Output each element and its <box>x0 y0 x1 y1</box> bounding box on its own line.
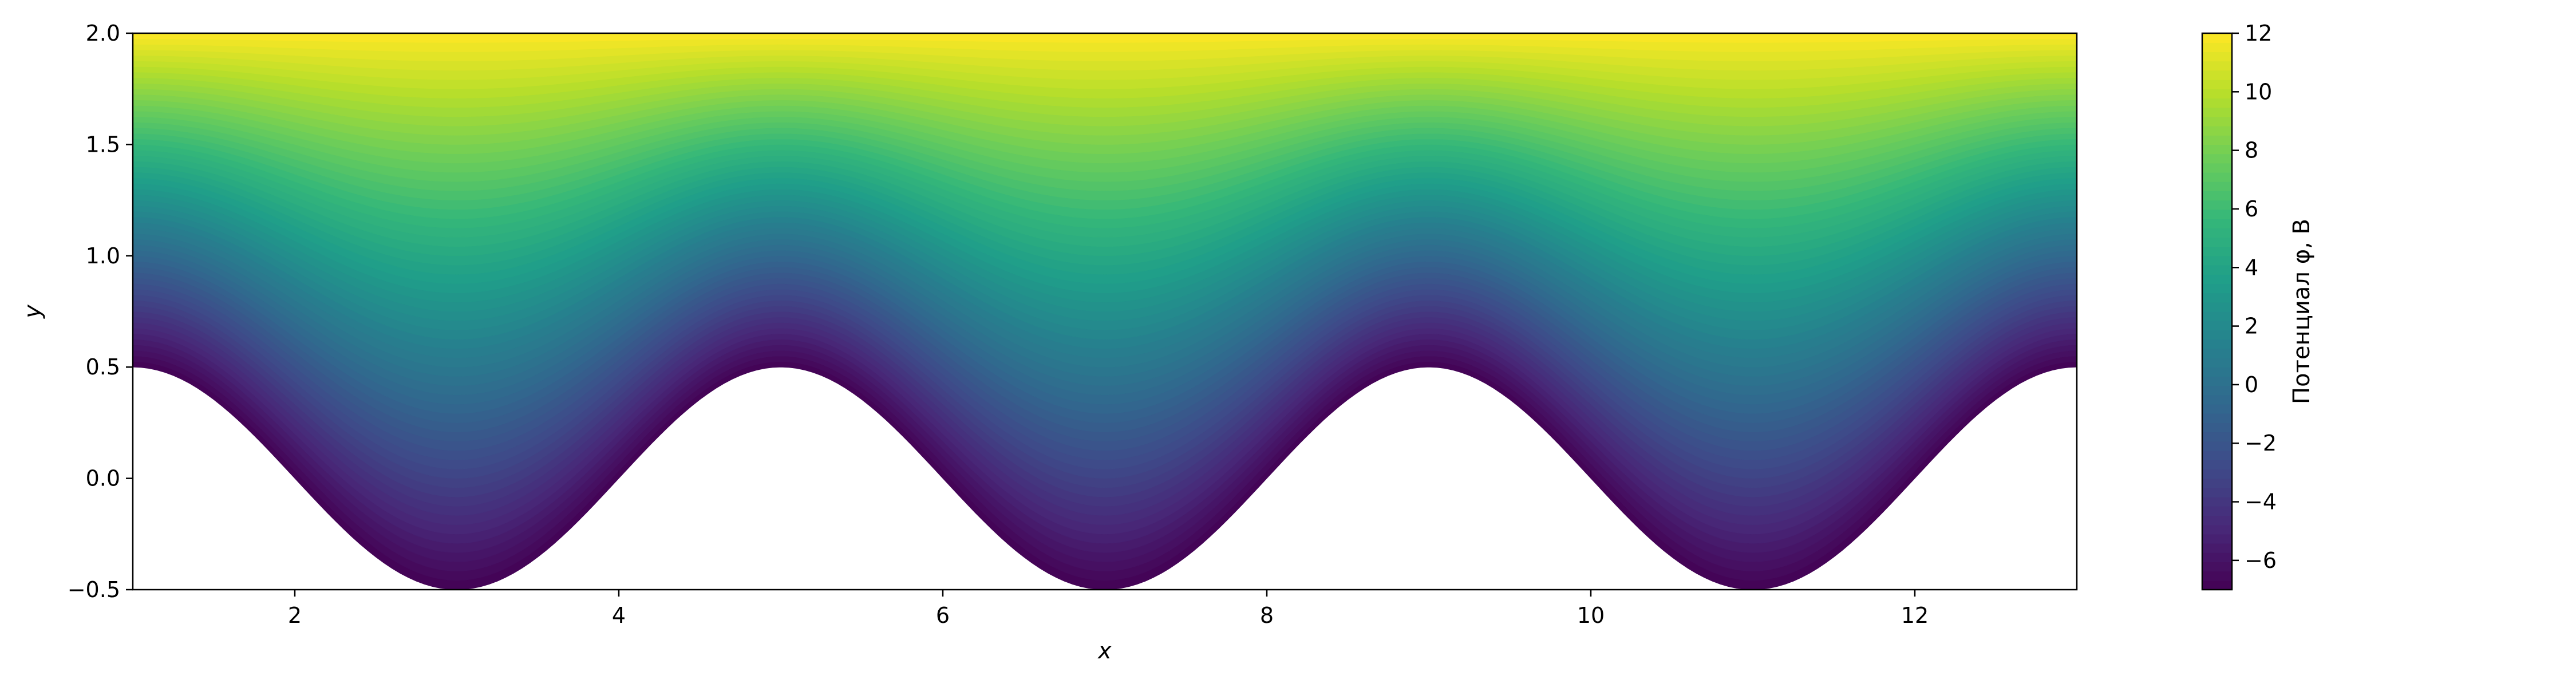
colorbar-segment <box>2202 367 2232 377</box>
colorbar-segment <box>2202 394 2232 405</box>
colorbar-segment <box>2202 580 2232 590</box>
colorbar-segment <box>2202 61 2232 71</box>
y-axis-ticks: −0.5 0.0 0.5 1.0 1.5 2.0 <box>68 21 133 602</box>
colorbar-segment <box>2202 348 2232 358</box>
colorbar-segment <box>2202 237 2232 247</box>
colorbar-segment <box>2202 135 2232 145</box>
colorbar-segment <box>2202 543 2232 553</box>
x-tick-label: 2 <box>288 603 302 628</box>
colorbar-segment <box>2202 274 2232 284</box>
colorbar-segment <box>2202 42 2232 52</box>
colorbar-segment <box>2202 339 2232 349</box>
colorbar-segment <box>2202 515 2232 526</box>
colorbar-segment <box>2202 413 2232 423</box>
colorbar-segment <box>2202 524 2232 535</box>
colorbar-segment <box>2202 460 2232 469</box>
colorbar-segment <box>2202 441 2232 451</box>
y-axis-label: y <box>19 304 46 319</box>
colorbar-segment <box>2202 163 2232 173</box>
colorbar-segment <box>2202 255 2232 266</box>
colorbar-segment <box>2202 432 2232 442</box>
plot-frame <box>132 32 2078 591</box>
colorbar-segment <box>2202 89 2232 98</box>
colorbar-segment <box>2202 33 2232 43</box>
colorbar-segment <box>2202 571 2232 581</box>
colorbar-segment <box>2202 534 2232 544</box>
colorbar-segment <box>2202 191 2232 201</box>
x-axis-label: x <box>1097 638 1112 664</box>
colorbar-segment <box>2202 181 2232 191</box>
colorbar-ticks: −6 −4 −2 0 2 4 6 8 10 12 <box>2232 21 2277 573</box>
colorbar-segment <box>2202 219 2232 228</box>
colorbar-segment <box>2202 265 2232 275</box>
colorbar-tick-label: 6 <box>2245 196 2258 222</box>
colorbar-tick-label: 8 <box>2245 138 2258 163</box>
x-tick-label: 10 <box>1577 603 1605 628</box>
y-tick-label: 0.5 <box>86 354 120 380</box>
colorbar-segment <box>2202 423 2232 433</box>
x-tick-label: 8 <box>1260 603 1274 628</box>
colorbar-segment <box>2202 487 2232 498</box>
colorbar-segment <box>2202 451 2232 460</box>
contour-plot-area <box>133 33 2077 590</box>
colorbar <box>2202 33 2232 590</box>
colorbar-segment <box>2202 144 2232 155</box>
colorbar-segment <box>2202 469 2232 479</box>
colorbar-segment <box>2202 358 2232 368</box>
colorbar-segment <box>2202 153 2232 164</box>
colorbar-tick-label: 10 <box>2245 79 2272 104</box>
colorbar-tick-label: 12 <box>2245 21 2272 46</box>
colorbar-segment <box>2202 478 2232 488</box>
colorbar-segment <box>2202 506 2232 516</box>
colorbar-segment <box>2202 200 2232 210</box>
colorbar-segment <box>2202 376 2232 386</box>
colorbar-segment <box>2202 497 2232 507</box>
colorbar-tick-label: −2 <box>2245 431 2277 456</box>
colorbar-segment <box>2202 52 2232 62</box>
colorbar-tick-label: −4 <box>2245 489 2277 515</box>
colorbar-segment <box>2202 311 2232 321</box>
colorbar-tick-label: 0 <box>2245 372 2258 397</box>
y-tick-label: −0.5 <box>68 577 120 602</box>
y-tick-label: 1.5 <box>86 132 120 157</box>
colorbar-segment <box>2202 246 2232 256</box>
colorbar-segment <box>2202 209 2232 219</box>
y-tick-label: 0.0 <box>86 466 120 491</box>
colorbar-frame <box>2201 32 2233 591</box>
x-tick-label: 4 <box>612 603 626 628</box>
y-tick-label: 1.0 <box>86 243 120 269</box>
x-tick-label: 6 <box>936 603 950 628</box>
colorbar-segment <box>2202 126 2232 136</box>
colorbar-segment <box>2202 302 2232 312</box>
colorbar-segment <box>2202 116 2232 127</box>
colorbar-segment <box>2202 293 2232 303</box>
y-tick-label: 2.0 <box>86 21 120 46</box>
colorbar-segment <box>2202 562 2232 572</box>
colorbar-segment <box>2202 385 2232 396</box>
colorbar-segment <box>2202 172 2232 182</box>
colorbar-tick-label: 2 <box>2245 314 2258 339</box>
x-axis-ticks: 2 4 6 8 10 12 <box>288 590 1929 628</box>
contour-band <box>133 33 2077 43</box>
colorbar-segment <box>2202 330 2232 340</box>
colorbar-segment <box>2202 283 2232 294</box>
colorbar-segment <box>2202 228 2232 238</box>
colorbar-tick-label: 4 <box>2245 255 2258 280</box>
colorbar-tick-label: −6 <box>2245 548 2277 573</box>
colorbar-segment <box>2202 321 2232 330</box>
colorbar-label: Потенциал φ, В <box>2289 219 2315 404</box>
colorbar-segment <box>2202 70 2232 80</box>
x-tick-label: 12 <box>1901 603 1929 628</box>
colorbar-segment <box>2202 107 2232 117</box>
colorbar-segment <box>2202 404 2232 414</box>
colorbar-segment <box>2202 80 2232 89</box>
colorbar-segment <box>2202 98 2232 108</box>
colorbar-segment <box>2202 552 2232 562</box>
